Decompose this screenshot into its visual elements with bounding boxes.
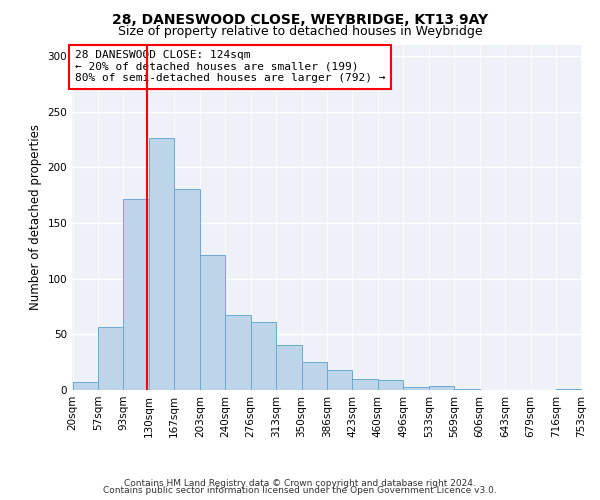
Bar [200,256,225,390]
Bar [302,362,327,390]
Bar [73,382,98,390]
Text: Size of property relative to detached houses in Weybridge: Size of property relative to detached ho… [118,25,482,38]
Bar [98,326,124,390]
Text: Contains HM Land Registry data © Crown copyright and database right 2024.: Contains HM Land Registry data © Crown c… [124,478,476,488]
Text: 28, DANESWOOD CLOSE, WEYBRIDGE, KT13 9AY: 28, DANESWOOD CLOSE, WEYBRIDGE, KT13 9AY [112,12,488,26]
Y-axis label: Number of detached properties: Number of detached properties [29,124,42,310]
Text: 28 DANESWOOD CLOSE: 124sqm
← 20% of detached houses are smaller (199)
80% of sem: 28 DANESWOOD CLOSE: 124sqm ← 20% of deta… [74,50,385,84]
Bar [403,386,429,390]
Bar [149,138,175,390]
Bar [327,370,352,390]
Bar [124,198,149,390]
Bar [175,188,200,390]
Bar [378,380,403,390]
Bar [276,346,302,390]
Bar [352,379,378,390]
Bar [429,386,454,390]
Bar [556,389,581,390]
Bar [454,389,479,390]
Bar [251,322,276,390]
Bar [225,316,251,390]
Text: Contains public sector information licensed under the Open Government Licence v3: Contains public sector information licen… [103,486,497,495]
